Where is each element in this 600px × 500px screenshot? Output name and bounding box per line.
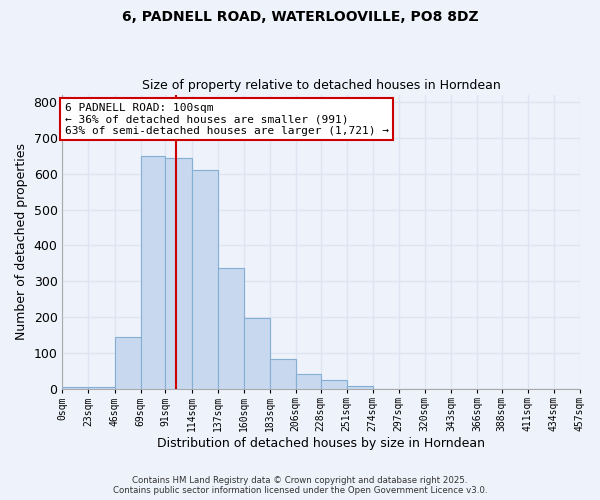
Bar <box>269 360 296 389</box>
Bar <box>218 268 244 389</box>
Bar <box>244 318 269 389</box>
Bar <box>320 380 347 389</box>
Bar <box>115 337 140 389</box>
X-axis label: Distribution of detached houses by size in Horndean: Distribution of detached houses by size … <box>157 437 485 450</box>
Bar <box>191 170 218 389</box>
Text: Contains HM Land Registry data © Crown copyright and database right 2025.
Contai: Contains HM Land Registry data © Crown c… <box>113 476 487 495</box>
Text: 6, PADNELL ROAD, WATERLOOVILLE, PO8 8DZ: 6, PADNELL ROAD, WATERLOOVILLE, PO8 8DZ <box>122 10 478 24</box>
Bar <box>166 158 191 389</box>
Title: Size of property relative to detached houses in Horndean: Size of property relative to detached ho… <box>142 79 500 92</box>
Bar <box>296 374 320 389</box>
Bar <box>140 156 166 389</box>
Bar <box>62 388 88 389</box>
Text: 6 PADNELL ROAD: 100sqm
← 36% of detached houses are smaller (991)
63% of semi-de: 6 PADNELL ROAD: 100sqm ← 36% of detached… <box>65 103 389 136</box>
Bar <box>88 388 115 389</box>
Bar <box>554 388 580 389</box>
Y-axis label: Number of detached properties: Number of detached properties <box>15 144 28 340</box>
Bar <box>373 388 399 389</box>
Bar <box>347 386 373 389</box>
